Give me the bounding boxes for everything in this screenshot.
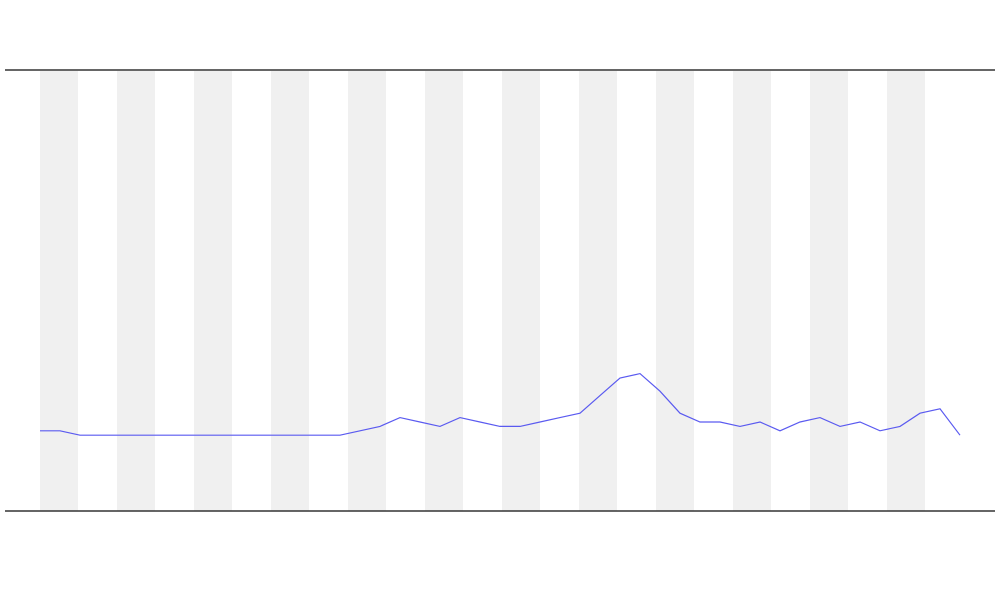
band [887,71,925,511]
background-bands [40,71,925,511]
band [40,71,78,511]
band [733,71,771,511]
band [348,71,386,511]
band [271,71,309,511]
line [40,372,961,436]
band [194,71,232,511]
band [656,71,694,511]
band [425,71,463,511]
band [502,71,540,511]
band [117,71,155,511]
band [810,71,848,511]
band [579,71,617,511]
